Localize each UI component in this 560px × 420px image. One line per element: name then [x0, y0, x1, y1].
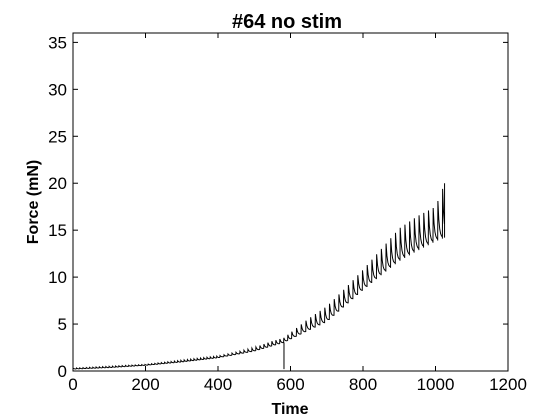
y-tick-label: 35 — [48, 33, 67, 52]
x-axis-label: Time — [271, 401, 308, 418]
x-tick-label: 1000 — [417, 375, 455, 394]
y-tick-label: 10 — [48, 268, 67, 287]
y-tick-label: 25 — [48, 127, 67, 146]
x-tick-label: 600 — [276, 375, 304, 394]
y-tick-label: 20 — [48, 174, 67, 193]
force-trace — [72, 183, 446, 370]
axis-ticks — [72, 33, 509, 372]
y-tick-label: 5 — [58, 315, 67, 334]
y-tick-label: 30 — [48, 80, 67, 99]
x-tick-label: 0 — [68, 375, 77, 394]
tick-labels: 0 200 400 600 800 1000 1200 0 5 10 15 20 25 30 35 — [48, 33, 527, 394]
y-axis-label: Force (mN) — [25, 160, 42, 244]
y-tick-label: 0 — [58, 362, 67, 381]
x-tick-label: 800 — [349, 375, 377, 394]
x-tick-label: 1200 — [489, 375, 527, 394]
chart-title: #64 no stim — [232, 11, 342, 33]
x-tick-label: 200 — [131, 375, 159, 394]
plot-area — [72, 32, 509, 372]
x-tick-label: 400 — [204, 375, 232, 394]
y-tick-label: 15 — [48, 221, 67, 240]
